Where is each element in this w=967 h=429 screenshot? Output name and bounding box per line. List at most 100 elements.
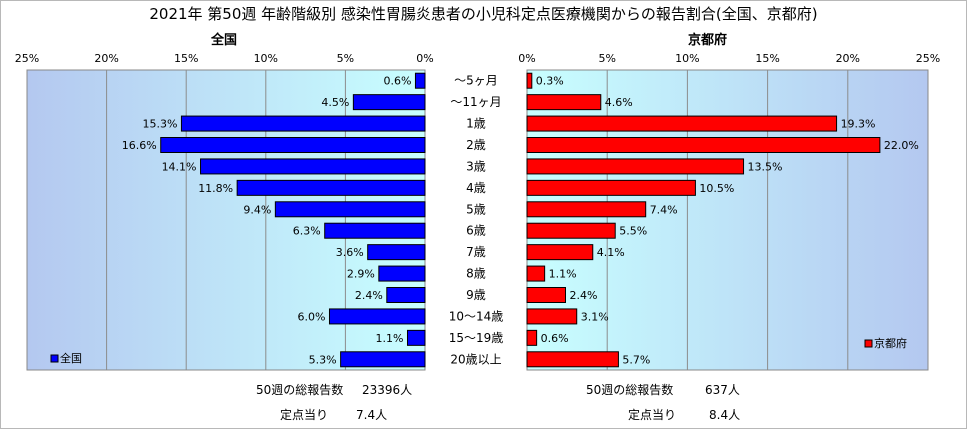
national-per-label: 定点当り bbox=[280, 408, 329, 422]
national-bar bbox=[340, 351, 426, 368]
national-legend-swatch bbox=[50, 354, 59, 363]
national-total-label: 50週の総報告数 bbox=[256, 383, 344, 397]
kyoto-bar bbox=[526, 308, 578, 325]
national-total-value: 23396人 bbox=[362, 383, 413, 397]
kyoto-bar bbox=[526, 329, 538, 346]
kyoto-bar bbox=[526, 137, 881, 153]
kyoto-bar bbox=[526, 222, 616, 239]
national-data-label: 6.0% bbox=[298, 310, 326, 323]
national-tick-label: 25% bbox=[15, 52, 39, 65]
kyoto-bar bbox=[526, 94, 602, 111]
category-label: 1歳 bbox=[466, 117, 486, 131]
kyoto-legend-swatch bbox=[864, 339, 873, 348]
national-bar bbox=[352, 94, 426, 111]
national-data-label: 14.1% bbox=[162, 160, 197, 173]
national-data-label: 2.4% bbox=[355, 289, 383, 302]
national-data-label: 16.6% bbox=[122, 139, 157, 152]
national-data-label: 0.6% bbox=[383, 75, 411, 88]
national-tick-label: 10% bbox=[254, 52, 278, 65]
kyoto-data-label: 3.1% bbox=[581, 310, 609, 323]
national-bar bbox=[414, 72, 426, 89]
national-data-label: 5.3% bbox=[309, 353, 337, 366]
national-data-label: 3.6% bbox=[336, 246, 364, 259]
category-label: 2歳 bbox=[466, 138, 486, 152]
category-label: 4歳 bbox=[466, 181, 486, 195]
national-tick-label: 15% bbox=[174, 52, 198, 65]
kyoto-data-label: 4.6% bbox=[605, 96, 633, 109]
kyoto-bar bbox=[526, 115, 838, 132]
category-label: 10～14歳 bbox=[449, 309, 504, 323]
national-bar bbox=[160, 137, 426, 153]
national-bar bbox=[180, 115, 426, 132]
kyoto-total-value: 637人 bbox=[705, 383, 740, 397]
national-bar bbox=[236, 179, 426, 196]
category-label: ～5ヶ月 bbox=[454, 74, 498, 88]
kyoto-tick-label: 0% bbox=[518, 52, 535, 65]
national-tick-label: 5% bbox=[337, 52, 354, 65]
national-data-label: 9.4% bbox=[243, 203, 271, 216]
category-label: 8歳 bbox=[466, 267, 486, 281]
kyoto-per-value: 8.4人 bbox=[709, 408, 741, 422]
kyoto-bar bbox=[526, 158, 745, 175]
kyoto-legend-label: 京都府 bbox=[874, 336, 907, 350]
kyoto-data-label: 19.3% bbox=[841, 118, 876, 131]
national-data-label: 6.3% bbox=[293, 225, 321, 238]
national-plot-area bbox=[26, 69, 426, 371]
national-bar bbox=[328, 308, 426, 325]
kyoto-data-label: 5.7% bbox=[622, 353, 650, 366]
kyoto-data-label: 0.3% bbox=[536, 75, 564, 88]
national-bar bbox=[378, 265, 426, 282]
national-data-label: 4.5% bbox=[321, 96, 349, 109]
chart-title: 2021年 第50週 年齢階級別 感染性胃腸炎患者の小児科定点医療機関からの報告… bbox=[149, 5, 818, 23]
kyoto-bar bbox=[526, 351, 619, 368]
national-data-label: 2.9% bbox=[347, 268, 375, 281]
kyoto-plot-area bbox=[526, 69, 929, 371]
national-bar bbox=[274, 201, 426, 218]
kyoto-tick-label: 20% bbox=[836, 52, 860, 65]
national-data-label: 15.3% bbox=[142, 118, 177, 131]
kyoto-per-label: 定点当り bbox=[628, 408, 677, 422]
kyoto-data-label: 10.5% bbox=[699, 182, 734, 195]
category-label: 20歳以上 bbox=[450, 352, 501, 366]
kyoto-tick-label: 5% bbox=[598, 52, 615, 65]
category-label: ～11ヶ月 bbox=[450, 95, 501, 109]
kyoto-tick-label: 15% bbox=[755, 52, 779, 65]
kyoto-total-label: 50週の総報告数 bbox=[586, 383, 674, 397]
national-bar bbox=[386, 287, 426, 303]
category-label: 15～19歳 bbox=[449, 331, 504, 345]
kyoto-tick-label: 10% bbox=[675, 52, 699, 65]
kyoto-data-label: 2.4% bbox=[569, 289, 597, 302]
national-data-label: 1.1% bbox=[376, 332, 404, 345]
category-label: 3歳 bbox=[466, 159, 486, 173]
category-label: 9歳 bbox=[466, 288, 486, 302]
kyoto-data-label: 4.1% bbox=[597, 246, 625, 259]
kyoto-data-label: 5.5% bbox=[619, 225, 647, 238]
kyoto-data-label: 1.1% bbox=[549, 268, 577, 281]
national-bar bbox=[406, 329, 426, 346]
kyoto-data-label: 13.5% bbox=[748, 160, 783, 173]
national-legend-label: 全国 bbox=[60, 351, 82, 365]
national-bar bbox=[200, 158, 426, 175]
kyoto-data-label: 0.6% bbox=[541, 332, 569, 345]
national-tick-label: 20% bbox=[94, 52, 118, 65]
kyoto-bar bbox=[526, 287, 566, 303]
national-per-value: 7.4人 bbox=[356, 408, 388, 422]
kyoto-data-label: 22.0% bbox=[884, 139, 919, 152]
kyoto-bar bbox=[526, 201, 647, 218]
kyoto-bar bbox=[526, 179, 696, 196]
national-panel-title: 全国 bbox=[211, 33, 238, 48]
kyoto-tick-label: 25% bbox=[916, 52, 940, 65]
kyoto-bar bbox=[526, 265, 546, 282]
national-bar bbox=[367, 244, 426, 261]
category-label: 6歳 bbox=[466, 224, 486, 238]
national-tick-label: 0% bbox=[416, 52, 433, 65]
national-data-label: 11.8% bbox=[198, 182, 233, 195]
category-label: 7歳 bbox=[466, 245, 486, 259]
national-bar bbox=[324, 222, 426, 239]
kyoto-bar bbox=[526, 244, 594, 261]
category-label: 5歳 bbox=[466, 202, 486, 216]
kyoto-panel-title: 京都府 bbox=[688, 33, 728, 48]
kyoto-data-label: 7.4% bbox=[650, 203, 678, 216]
kyoto-bar bbox=[526, 72, 533, 89]
